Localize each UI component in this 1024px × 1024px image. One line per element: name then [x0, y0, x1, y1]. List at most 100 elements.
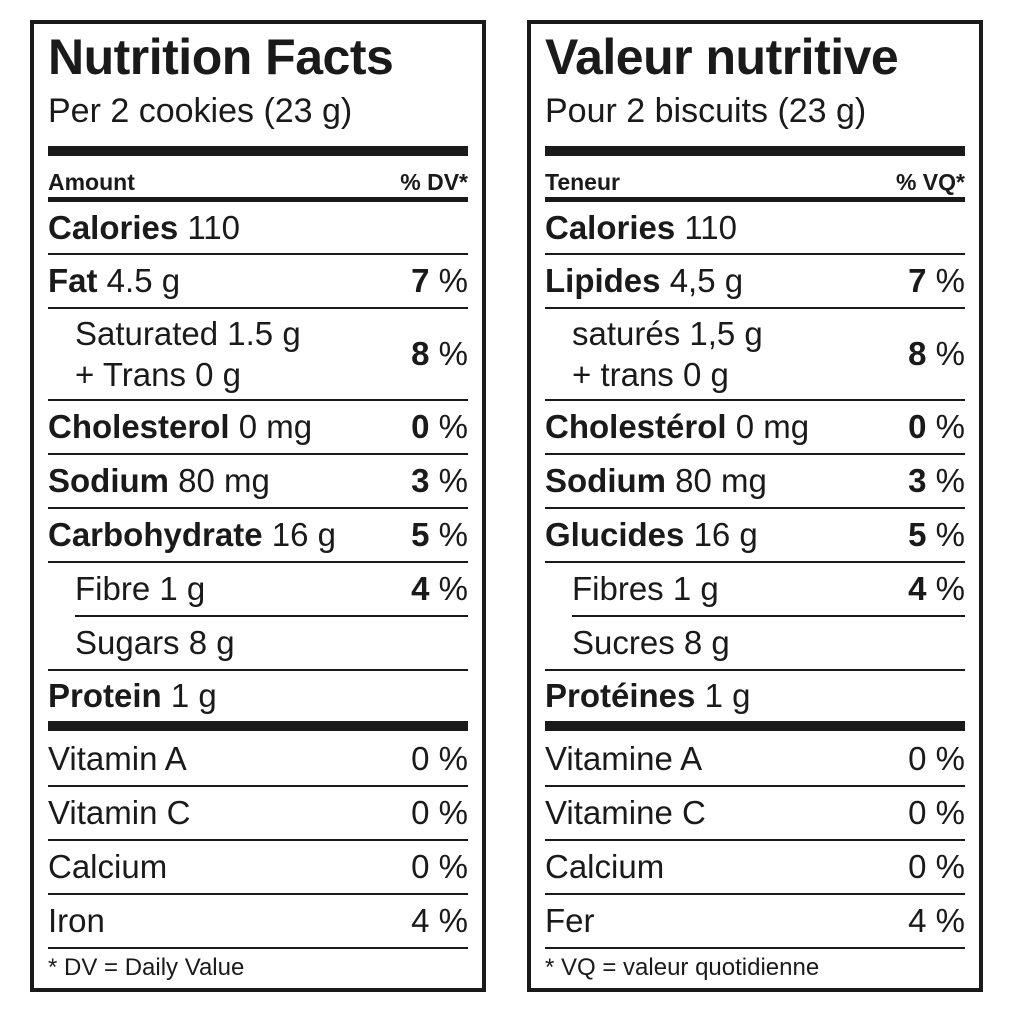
calories-value: 110: [684, 209, 738, 246]
sugars-label: Sucres 8 g: [572, 624, 730, 661]
saturated-line: saturés 1,5 g: [572, 315, 763, 352]
row-divider: [48, 507, 468, 509]
row-divider: [48, 561, 468, 563]
vitamin-a-pct: 0 %: [908, 740, 965, 777]
saturated-pct: 8: [908, 335, 927, 372]
row-divider: [545, 893, 965, 895]
sodium-value: 80 mg: [178, 462, 270, 499]
calories-row: Calories 110: [545, 203, 965, 253]
calcium-pct: 0 %: [411, 848, 468, 885]
sodium-label: Sodium: [48, 462, 169, 499]
row-divider: [75, 615, 468, 617]
fibre-label: Fibre 1 g: [75, 570, 206, 607]
panel-title: Nutrition Facts: [48, 29, 394, 85]
cholesterol-pct: 0: [411, 408, 430, 445]
protein-label: Protéines: [545, 677, 696, 714]
vitamin-c-label: Vitamin C: [48, 794, 191, 831]
protein-value: 1 g: [704, 677, 751, 714]
fat-row: Fat 4.5 g 7 %: [48, 262, 468, 299]
fibre-label: Fibres 1 g: [572, 570, 719, 607]
vitamin-a-label: Vitamine A: [545, 740, 703, 777]
cholesterol-value: 0 mg: [735, 408, 810, 445]
cholesterol-row: Cholesterol 0 mg 0 %: [48, 408, 468, 445]
cholesterol-label: Cholesterol: [48, 408, 230, 445]
fibre-pct: 4: [411, 570, 430, 607]
thick-divider: [48, 146, 468, 156]
thick-divider: [48, 721, 468, 731]
fat-pct: 7: [908, 262, 927, 299]
fibre-pct: 4: [908, 570, 927, 607]
trans-line: + Trans 0 g: [75, 356, 242, 393]
row-divider: [572, 615, 965, 617]
sodium-row: Sodium 80 mg 3 %: [545, 462, 965, 499]
vitamin-a-row: Vitamin A 0 %: [48, 733, 468, 785]
protein-row: Protéines 1 g: [545, 671, 965, 721]
dv-header: % VQ*: [895, 168, 965, 195]
saturated-line: Saturated 1.5 g: [75, 315, 301, 352]
row-divider: [545, 669, 965, 671]
thick-divider: [545, 721, 965, 731]
carbohydrate-label: Carbohydrate: [48, 516, 263, 553]
iron-row: Fer 4 %: [545, 895, 965, 947]
sodium-value: 80 mg: [675, 462, 767, 499]
row-divider: [545, 253, 965, 255]
row-divider: [48, 399, 468, 401]
column-header: Amount % DV*: [48, 162, 468, 202]
trans-line: + trans 0 g: [572, 356, 729, 393]
carbohydrate-pct: 5: [908, 516, 927, 553]
row-divider: [48, 839, 468, 841]
dv-header: % DV*: [400, 168, 468, 195]
saturated-trans-row: saturés 1,5 g + trans 0 g 8 %: [572, 315, 965, 393]
sodium-pct: 3: [908, 462, 927, 499]
fibre-row: Fibre 1 g 4 %: [48, 563, 468, 615]
row-divider: [48, 669, 468, 671]
vitamin-a-pct: 0 %: [411, 740, 468, 777]
cholesterol-row: Cholestérol 0 mg 0 %: [545, 408, 965, 445]
medium-divider: [545, 197, 965, 202]
vitamin-a-label: Vitamin A: [48, 740, 187, 777]
amount-header: Teneur: [545, 168, 620, 195]
iron-label: Fer: [545, 902, 595, 939]
serving-size: Pour 2 biscuits (23 g): [545, 92, 867, 130]
calories-label: Calories: [48, 209, 179, 246]
row-divider: [545, 839, 965, 841]
saturated-trans-row: Saturated 1.5 g + Trans 0 g 8 %: [75, 315, 468, 393]
calcium-label: Calcium: [545, 848, 665, 885]
row-divider: [545, 947, 965, 949]
column-header: Teneur % VQ*: [545, 162, 965, 202]
row-divider: [545, 307, 965, 309]
carbohydrate-row: Glucides 16 g 5 %: [545, 516, 965, 553]
fat-value: 4,5 g: [669, 262, 744, 299]
row-divider: [545, 453, 965, 455]
calories-value: 110: [187, 209, 241, 246]
cholesterol-value: 0 mg: [238, 408, 313, 445]
calcium-row: Calcium 0 %: [545, 841, 965, 893]
protein-value: 1 g: [170, 677, 217, 714]
vitamin-c-label: Vitamine C: [545, 794, 706, 831]
footnote: * DV = Daily Value: [48, 954, 245, 981]
nutrition-facts-panel-en: Nutrition Facts Per 2 cookies (23 g) Amo…: [30, 20, 486, 992]
serving-size: Per 2 cookies (23 g): [48, 92, 353, 130]
iron-pct: 4 %: [908, 902, 965, 939]
iron-pct: 4 %: [411, 902, 468, 939]
row-divider: [48, 785, 468, 787]
vitamin-c-pct: 0 %: [411, 794, 468, 831]
row-divider: [545, 507, 965, 509]
fat-value: 4.5 g: [106, 262, 181, 299]
vitamin-c-pct: 0 %: [908, 794, 965, 831]
row-divider: [48, 893, 468, 895]
calories-label: Calories: [545, 209, 676, 246]
cholesterol-pct: 0: [908, 408, 927, 445]
thick-divider: [545, 146, 965, 156]
sodium-pct: 3: [411, 462, 430, 499]
iron-row: Iron 4 %: [48, 895, 468, 947]
fat-pct: 7: [411, 262, 430, 299]
carbohydrate-row: Carbohydrate 16 g 5 %: [48, 516, 468, 553]
fat-label: Fat: [48, 262, 98, 299]
sugars-row: Sucres 8 g: [545, 617, 965, 669]
row-divider: [545, 399, 965, 401]
vitamin-a-row: Vitamine A 0 %: [545, 733, 965, 785]
row-divider: [48, 947, 468, 949]
footnote: * VQ = valeur quotidienne: [545, 954, 820, 981]
cholesterol-label: Cholestérol: [545, 408, 727, 445]
